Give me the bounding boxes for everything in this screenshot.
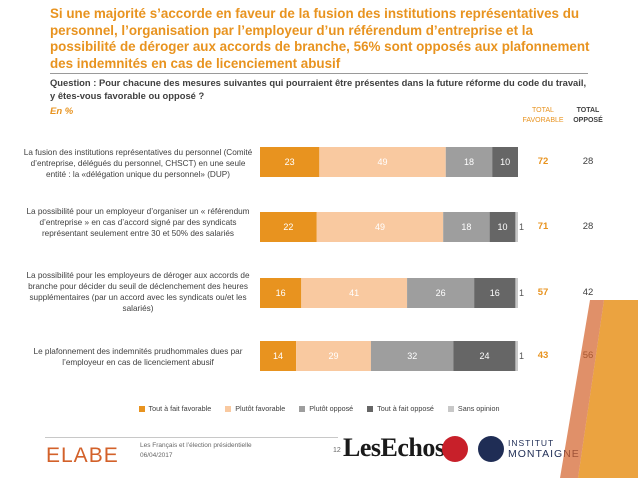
institut-montaigne-icon [478, 436, 504, 462]
footer-divider [45, 437, 338, 438]
total-oppose-value: 28 [582, 221, 594, 232]
bar-segment [492, 147, 518, 177]
bar-value-label: 16 [276, 288, 286, 298]
headline: Si une majorité s’accorde en faveur de l… [50, 6, 590, 71]
total-oppose-value: 42 [582, 287, 594, 298]
total-favorable-value: 71 [537, 221, 549, 232]
category-label: La possibilité pour un employeur d’organ… [26, 207, 250, 238]
bar-segment [515, 212, 518, 242]
bar-value-label: 49 [375, 222, 385, 232]
bar-value-label: 18 [464, 157, 474, 167]
bar-value-label: 41 [349, 288, 359, 298]
bar-value-label: 22 [283, 222, 293, 232]
legend-item: Sans opinion [447, 404, 500, 413]
legend-item: Tout à fait favorable [138, 404, 212, 413]
institut-montaigne-logo: INSTITUT MONTAIGNE [508, 438, 580, 460]
bar-segment [453, 341, 516, 371]
bar-value-label: 26 [436, 288, 446, 298]
bar-value-label: 1 [519, 222, 524, 232]
bar-segment [316, 212, 444, 242]
bar-value-label: 18 [461, 222, 471, 232]
total-favorable-value: 43 [537, 350, 549, 361]
legend-label: Plutôt opposé [309, 404, 354, 413]
bar-value-label: 24 [479, 351, 489, 361]
bar-segment [407, 278, 475, 308]
bar-segment [515, 278, 518, 308]
legend-swatch [225, 405, 232, 412]
bar-segment [301, 278, 408, 308]
legend-item: Tout à fait opposé [367, 404, 434, 413]
divider [50, 73, 588, 74]
bar-segment [515, 341, 518, 371]
legend-label: Sans opinion [457, 404, 500, 413]
bar-value-label: 1 [519, 351, 524, 361]
bar-value-label: 14 [273, 351, 283, 361]
im-line-2: MONTAIGNE [508, 448, 580, 460]
legend-swatch [447, 405, 454, 412]
total-favorable-value: 72 [537, 156, 549, 167]
legend-swatch [138, 405, 145, 412]
footer-line-2: 06/04/2017 [140, 452, 173, 459]
legend-item: Plutôt favorable [225, 404, 285, 413]
total-oppose-value: 28 [582, 156, 594, 167]
bar-value-label: 23 [285, 157, 295, 167]
bar-segment [260, 341, 297, 371]
bar-segment [260, 212, 317, 242]
bar-value-label: 32 [407, 351, 417, 361]
bar-segment [445, 147, 493, 177]
bar-value-label: 16 [490, 288, 500, 298]
unit-label: En % [50, 106, 74, 117]
decorative-triangle-icon [560, 300, 638, 478]
question-text: Question : Pour chacune des mesures suiv… [50, 77, 587, 101]
im-line-1: INSTITUT [508, 438, 555, 448]
legend-item: Plutôt opposé [299, 404, 353, 413]
legend: Tout à fait favorable Plutôt favorable Plu… [0, 404, 638, 413]
legend-swatch [299, 405, 306, 412]
bar-value-label: 10 [500, 157, 510, 167]
legend-label: Tout à fait favorable [148, 404, 212, 413]
col-header-total-favorable: TOTAL FAVORABLE [522, 107, 564, 124]
footer-note: Les Français et l’élection présidentiell… [140, 441, 252, 461]
bar-segment [370, 341, 454, 371]
footer-line-1: Les Français et l’élection présidentiell… [140, 442, 252, 449]
bar-segment [260, 278, 302, 308]
partner-badge-icon [442, 436, 468, 462]
bar-segment [260, 147, 320, 177]
category-label: La possibilité pour les employeurs de dé… [26, 271, 250, 313]
total-favorable-value: 57 [537, 287, 549, 298]
page-number: 12 [333, 447, 341, 454]
bar-segment [296, 341, 371, 371]
bar-segment [319, 147, 446, 177]
bar-value-label: 29 [329, 351, 339, 361]
legend-swatch [367, 405, 374, 412]
category-label: Le plafonnement des indemnités prudhomma… [33, 347, 243, 367]
bar-segment [474, 278, 516, 308]
bar-value-label: 49 [378, 157, 388, 167]
les-echos-logo: LesEchos [343, 433, 445, 462]
category-label: La fusion des institutions représentativ… [23, 148, 253, 179]
legend-label: Tout à fait opposé [377, 404, 434, 413]
bar-value-label: 1 [519, 288, 524, 298]
bar-value-label: 10 [498, 222, 508, 232]
bar-segment [443, 212, 490, 242]
col-header-total-oppose: TOTAL OPPOSÉ [573, 107, 603, 124]
legend-label: Plutôt favorable [235, 404, 286, 413]
bar-segment [489, 212, 516, 242]
elabe-logo: ELABE [46, 444, 119, 467]
